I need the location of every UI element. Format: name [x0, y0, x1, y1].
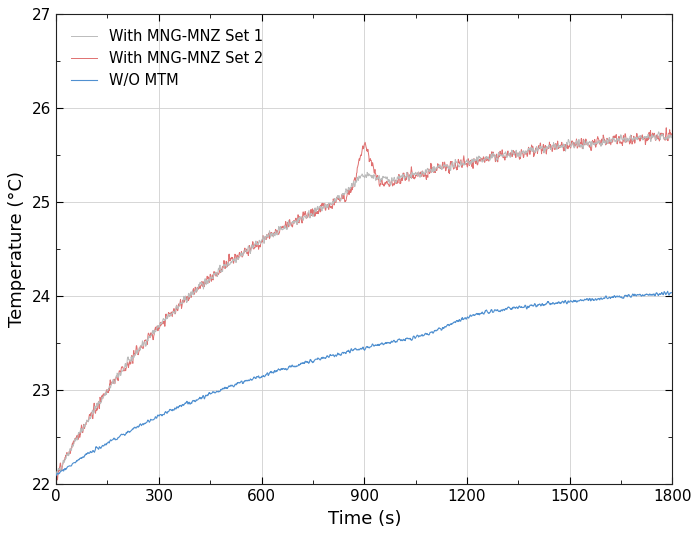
W/O MTM	[183, 400, 192, 406]
With MNG-MNZ Set 2	[304, 211, 312, 218]
W/O MTM	[668, 290, 677, 296]
With MNG-MNZ Set 1	[307, 211, 315, 217]
With MNG-MNZ Set 1	[52, 471, 60, 478]
With MNG-MNZ Set 2	[662, 124, 671, 131]
With MNG-MNZ Set 1	[303, 212, 312, 219]
With MNG-MNZ Set 1	[654, 129, 663, 135]
W/O MTM	[473, 311, 481, 317]
With MNG-MNZ Set 2	[668, 132, 677, 139]
X-axis label: Time (s): Time (s)	[328, 510, 401, 527]
With MNG-MNZ Set 2	[88, 410, 96, 416]
With MNG-MNZ Set 2	[473, 161, 482, 168]
Legend: With MNG-MNZ Set 1, With MNG-MNZ Set 2, W/O MTM: With MNG-MNZ Set 1, With MNG-MNZ Set 2, …	[65, 23, 269, 94]
Y-axis label: Temperature (°C): Temperature (°C)	[8, 172, 27, 327]
With MNG-MNZ Set 2	[283, 223, 291, 229]
W/O MTM	[283, 367, 291, 373]
With MNG-MNZ Set 1	[88, 413, 96, 419]
With MNG-MNZ Set 1	[183, 296, 192, 302]
W/O MTM	[88, 449, 96, 456]
With MNG-MNZ Set 2	[184, 297, 192, 304]
Line: W/O MTM: W/O MTM	[56, 291, 673, 475]
With MNG-MNZ Set 2	[307, 206, 315, 213]
W/O MTM	[303, 359, 312, 365]
With MNG-MNZ Set 2	[52, 469, 60, 475]
With MNG-MNZ Set 2	[53, 477, 62, 483]
With MNG-MNZ Set 1	[473, 154, 481, 160]
W/O MTM	[52, 472, 60, 479]
Line: With MNG-MNZ Set 1: With MNG-MNZ Set 1	[56, 132, 673, 474]
Line: With MNG-MNZ Set 2: With MNG-MNZ Set 2	[56, 128, 673, 480]
With MNG-MNZ Set 1	[283, 225, 291, 232]
With MNG-MNZ Set 1	[668, 131, 677, 138]
W/O MTM	[307, 357, 315, 363]
W/O MTM	[664, 288, 672, 294]
